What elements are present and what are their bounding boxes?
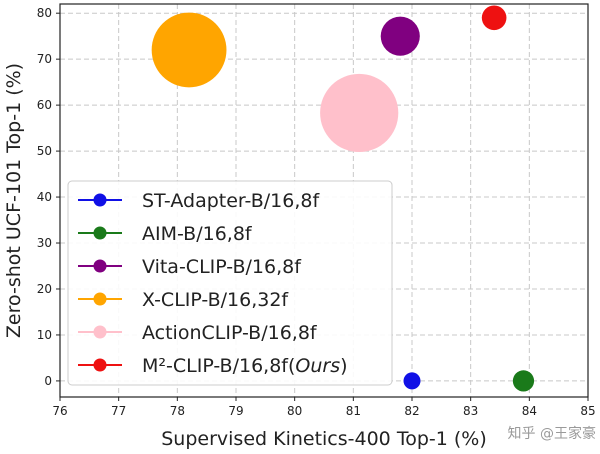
- x-tick-label: 83: [463, 404, 478, 418]
- x-tick-label: 77: [111, 404, 126, 418]
- legend-box: [67, 180, 393, 386]
- y-tick-label: 70: [37, 52, 52, 66]
- bubble-point-2: [380, 16, 420, 56]
- legend-label-0: ST-Adapter-B/16,8f: [142, 190, 320, 212]
- bubble-point-4: [320, 73, 399, 153]
- x-tick-label: 80: [287, 404, 302, 418]
- legend-label-main: AIM-B/16,8f: [142, 223, 253, 245]
- x-tick-label: 84: [522, 404, 537, 418]
- y-tick-label: 60: [37, 98, 52, 112]
- legend-marker-2: [93, 259, 107, 273]
- watermark: 知乎 @王家豪: [508, 425, 596, 442]
- legend-label-1: AIM-B/16,8f: [142, 223, 253, 245]
- y-tick-label: 0: [44, 374, 52, 388]
- y-tick-label: 20: [37, 282, 52, 296]
- bubble-point-5: [481, 5, 507, 31]
- x-tick-label: 78: [170, 404, 185, 418]
- bubble-point-3: [151, 12, 227, 88]
- bubble-point-1: [512, 370, 535, 392]
- x-tick-label: 76: [52, 404, 67, 418]
- legend-marker-1: [93, 226, 107, 240]
- legend-label-main: Vita-CLIP-B/16,8f: [142, 256, 302, 278]
- y-tick-label: 10: [37, 328, 52, 342]
- legend-label-3: X-CLIP-B/16,32f: [142, 289, 289, 311]
- y-tick-label: 30: [37, 236, 52, 250]
- axis-ticks: 76 77 78 79 80 81 82 83 84 85 0 10 20 30 40 50 60 70 80: [37, 6, 596, 418]
- x-tick-label: 79: [228, 404, 243, 418]
- legend-marker-4: [93, 325, 107, 339]
- x-tick-label: 82: [404, 404, 419, 418]
- legend-label-italic: Ours: [295, 355, 340, 377]
- legend-label-4: ActionCLIP-B/16,8f: [142, 322, 318, 344]
- legend-marker-3: [93, 292, 107, 306]
- x-axis-label: Supervised Kinetics-400 Top-1 (%): [161, 428, 487, 450]
- legend-label-end: ): [340, 355, 347, 377]
- y-axis-label: Zero-shot UCF-101 Top-1 (%): [3, 63, 25, 338]
- legend-marker-0: [93, 193, 107, 207]
- bubble-point-0: [403, 372, 421, 390]
- legend-label-main: X-CLIP-B/16,32f: [142, 289, 289, 311]
- legend-label-main: ActionCLIP-B/16,8f: [142, 322, 318, 344]
- legend-label-main: M²-CLIP-B/16,8f(: [142, 355, 295, 377]
- legend-label-5: M²-CLIP-B/16,8f(Ours): [142, 355, 348, 377]
- legend-marker-5: [93, 358, 107, 372]
- x-tick-label: 81: [346, 404, 361, 418]
- legend-label-2: Vita-CLIP-B/16,8f: [142, 256, 302, 278]
- legend: ST-Adapter-B/16,8f AIM-B/16,8f Vita-CLIP-B…: [67, 180, 393, 386]
- plot-frame: [59, 3, 589, 398]
- y-tick-label: 40: [37, 190, 52, 204]
- y-tick-label: 50: [37, 144, 52, 158]
- y-tick-label: 80: [37, 6, 52, 20]
- x-tick-label: 85: [580, 404, 595, 418]
- legend-label-main: ST-Adapter-B/16,8f: [142, 190, 320, 212]
- bubbles: [151, 5, 535, 392]
